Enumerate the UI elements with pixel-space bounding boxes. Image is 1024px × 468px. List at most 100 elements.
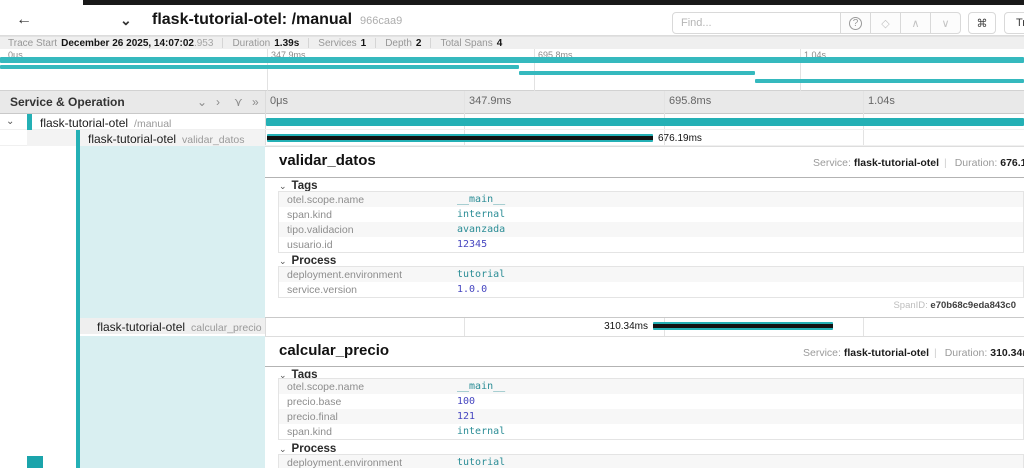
span-bar-manual[interactable]	[266, 118, 1024, 126]
chevron-up-icon: ∧	[911, 17, 920, 30]
tag-value: __main__	[457, 381, 506, 392]
process-key: service.version	[287, 283, 358, 296]
meta-duration-value: 310.34ms	[990, 347, 1024, 359]
minimap-tick: 695.8ms	[538, 50, 573, 60]
tag-value: 121	[457, 411, 476, 422]
process-key: deployment.environment	[287, 456, 402, 468]
process-row[interactable]: deployment.environment tutorial	[279, 455, 1023, 468]
span-duration-label: 310.34ms	[604, 321, 648, 332]
process-value: tutorial	[457, 269, 506, 280]
span-detail-panel-calcular: calcular_precio Service: flask-tutorial-…	[265, 336, 1024, 468]
service-label: flask-tutorial-otel	[88, 132, 177, 146]
meta-duration-label: Duration:	[944, 347, 988, 359]
minimap-span-bar-validar	[0, 65, 519, 69]
trace-minimap[interactable]: 0μs 347.9ms 695.8ms 1.04s	[0, 49, 1024, 91]
operation-label: validar_datos	[182, 134, 245, 146]
tag-row[interactable]: tipo.validacion avanzada	[279, 222, 1023, 237]
stat-label: Trace Start	[8, 37, 58, 49]
span-detail-title: validar_datos	[279, 152, 376, 169]
span-service-name: flask-tutorial-otel validar_datos	[88, 132, 245, 146]
stat-value: 1	[360, 37, 367, 49]
tag-value: 12345	[457, 239, 488, 250]
row-highlight	[27, 130, 265, 146]
view-type-label: Trace Time	[1016, 17, 1024, 29]
find-match-button[interactable]: ◇	[870, 12, 901, 34]
find-input[interactable]	[672, 12, 841, 34]
span-bar-validar-datos[interactable]	[267, 134, 653, 142]
process-section-header[interactable]: ⌄ Process	[279, 443, 336, 455]
span-row-manual[interactable]: ⌄ flask-tutorial-otel/manual	[0, 114, 1024, 130]
keyboard-shortcuts-button[interactable]: ⌘	[968, 12, 996, 34]
process-value: 1.0.0	[457, 284, 488, 295]
operation-label: /manual	[134, 118, 172, 130]
stat-services: Services 1	[318, 37, 377, 49]
section-chevron-icon: ⌄	[279, 181, 287, 191]
process-section-header[interactable]: ⌄ Process	[279, 255, 336, 267]
minimap-tick: 1.04s	[804, 50, 827, 60]
service-label: flask-tutorial-otel	[40, 116, 129, 130]
expand-one-icon[interactable]: ›	[216, 95, 220, 109]
section-chevron-icon: ⌄	[279, 444, 287, 454]
tag-row[interactable]: otel.scope.name __main__	[279, 192, 1023, 207]
view-type-button[interactable]: Trace Time	[1004, 12, 1024, 34]
command-icon: ⌘	[976, 17, 988, 30]
stat-total-spans: Total Spans 4	[440, 38, 511, 49]
tag-key: usuario.id	[287, 238, 333, 251]
span-service-name: flask-tutorial-otel calcular_precio	[97, 320, 262, 334]
tag-key: span.kind	[287, 208, 332, 221]
tag-row[interactable]: span.kind internal	[279, 424, 1023, 439]
span-row-calcular-precio[interactable]: flask-tutorial-otel calcular_precio 310.3…	[0, 318, 1024, 334]
expanded-row-background-validar	[80, 146, 265, 318]
minimap-tick: 347.9ms	[271, 50, 306, 60]
minimap-span-bar-root	[0, 57, 1024, 63]
tag-key: otel.scope.name	[287, 380, 365, 393]
process-row[interactable]: service.version 1.0.0	[279, 282, 1023, 297]
meta-duration-value: 676.19ms	[1000, 157, 1024, 169]
span-detail-meta: Service: flask-tutorial-otel | Duration: …	[813, 157, 1024, 169]
span-detail-panel-validar: validar_datos Service: flask-tutorial-ot…	[265, 146, 1024, 318]
timeline-header: Service & Operation ⌄ › ⋎ » 0μs 347.9ms …	[0, 91, 1024, 114]
trace-title-chevron-icon[interactable]: ⌄	[120, 12, 132, 28]
collapse-one-icon[interactable]: ⌄	[197, 95, 208, 109]
next-span-color-block	[27, 456, 43, 468]
timeline-tick: 1.04s	[868, 95, 895, 107]
span-detail-meta: Service: flask-tutorial-otel | Duration: …	[803, 347, 1024, 359]
tag-row[interactable]: span.kind internal	[279, 207, 1023, 222]
process-row[interactable]: deployment.environment tutorial	[279, 267, 1023, 282]
span-indent-guide	[76, 130, 80, 468]
collapse-all-icon[interactable]: ⋎	[234, 95, 243, 109]
span-service-name: flask-tutorial-otel/manual	[40, 116, 171, 130]
tags-section-header[interactable]: ⌄ Tags	[279, 180, 318, 192]
tag-value: avanzada	[457, 224, 506, 235]
find-next-button[interactable]: ∨	[930, 12, 961, 34]
span-color-bar	[27, 114, 32, 130]
title-divider	[265, 366, 1024, 367]
tags-table: otel.scope.name __main__ precio.base 100 p…	[278, 378, 1024, 440]
back-icon[interactable]: ←	[16, 11, 32, 28]
tag-row[interactable]: otel.scope.name __main__	[279, 379, 1023, 394]
row-collapse-icon[interactable]: ⌄	[6, 116, 15, 127]
expand-all-icon[interactable]: »	[252, 95, 259, 109]
tag-value: 100	[457, 396, 476, 407]
find-help-button[interactable]: ?	[840, 12, 871, 34]
trace-id: 966caa9	[360, 15, 403, 27]
tag-row[interactable]: usuario.id 12345	[279, 237, 1023, 252]
process-table: deployment.environment tutorial	[278, 454, 1024, 468]
span-bar-calcular-precio[interactable]	[653, 322, 833, 330]
span-row-validar-datos[interactable]: flask-tutorial-otel validar_datos 676.19m…	[0, 130, 1024, 146]
tag-key: precio.base	[287, 395, 342, 408]
tag-row[interactable]: precio.base 100	[279, 394, 1023, 409]
tag-row[interactable]: precio.final 121	[279, 409, 1023, 424]
span-id-value: e70b68c9eda843c0	[930, 300, 1016, 311]
meta-service-value: flask-tutorial-otel	[853, 157, 940, 169]
find-prev-button[interactable]: ∧	[900, 12, 931, 34]
stat-value: 2	[415, 37, 422, 49]
title-divider	[265, 177, 1024, 178]
section-chevron-icon: ⌄	[279, 256, 287, 266]
section-chevron-icon: ⌄	[279, 370, 287, 380]
page-title: flask-tutorial-otel: /manual 966caa9	[152, 11, 402, 29]
span-detail-title: calcular_precio	[279, 342, 390, 359]
tag-key: tipo.validacion	[287, 223, 354, 236]
section-label: Process	[291, 255, 337, 267]
stat-label: Depth	[385, 37, 412, 49]
